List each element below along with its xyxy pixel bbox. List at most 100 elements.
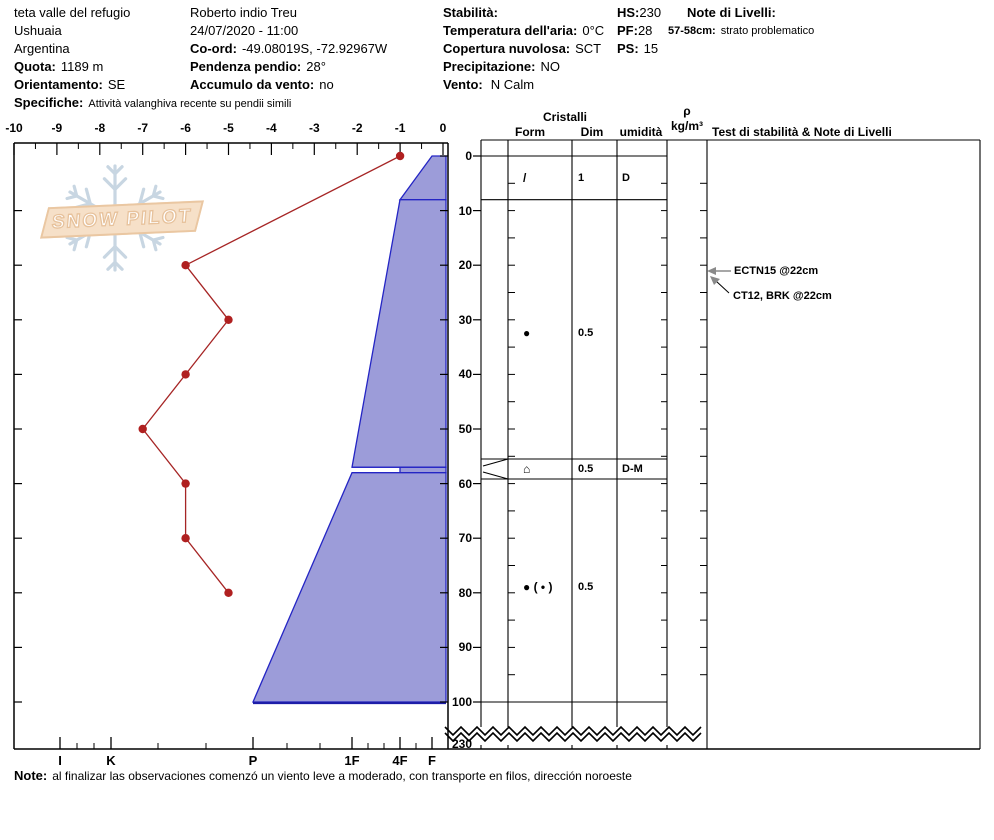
column-header-form: Form	[515, 125, 545, 139]
depth-break-zigzag	[444, 725, 702, 737]
elevation-row: Quota: 1189 m	[14, 58, 103, 76]
moisture-value: D	[622, 171, 630, 184]
temperature-point	[181, 370, 190, 379]
grain-form-symbol: ● ( • )	[523, 580, 553, 595]
depth-break-zigzag	[444, 731, 702, 743]
snowflake-line	[106, 260, 117, 271]
temperature-point	[395, 151, 405, 161]
depth-break-label: 230	[451, 737, 472, 751]
temp-tick-label: 0	[439, 121, 447, 135]
snowflake-line	[151, 235, 165, 242]
temperature-point	[224, 588, 233, 597]
flagged-layer-pointer	[482, 471, 509, 480]
stability-label: Stabilità:	[443, 5, 498, 20]
column-header-dim: Dim	[580, 125, 604, 139]
temperature-line	[141, 155, 401, 594]
coordinates-row: Co-ord: -49.08019S, -72.92967W	[190, 40, 387, 58]
wind-row: Vento: N Calm	[443, 76, 534, 94]
wind-loading-label: Accumulo da vento:	[190, 77, 315, 92]
slope-angle-label: Pendenza pendio:	[190, 59, 302, 74]
ct-arrow-head	[710, 276, 720, 285]
snowflake-line	[102, 244, 117, 259]
snowflake-line	[113, 165, 124, 176]
snowflake-line	[72, 238, 79, 252]
temp-tick-label: -9	[51, 121, 63, 135]
snowflake-line	[151, 194, 165, 201]
elevation-label: Quota:	[14, 59, 56, 74]
grain-size-value: 1	[578, 171, 585, 184]
column-header-stability-tests: Test di stabilità & Note di Livelli	[712, 125, 892, 139]
temp-tick-label: -2	[351, 121, 363, 135]
ps-label: PS:	[617, 41, 639, 56]
temp-tick-label: -1	[394, 121, 406, 135]
grain-form-symbol: ●	[523, 326, 531, 341]
hs-row: HS:230	[617, 4, 661, 22]
snowflake-line	[113, 244, 128, 259]
ect-arrow-head	[707, 267, 716, 275]
observer-name: Roberto indio Treu	[190, 5, 297, 20]
ct-arrow-line	[715, 280, 730, 294]
site-name: teta valle del refugio	[14, 5, 131, 20]
depth-tick-label: 100	[451, 695, 472, 709]
grain-form-symbol: ⌂	[523, 462, 531, 476]
snowflake-line	[113, 177, 128, 191]
depth-tick-label: 30	[458, 312, 472, 327]
stability-test-annotation-ct: CT12, BRK @22cm	[733, 290, 832, 302]
temperature-point	[181, 261, 190, 270]
snowflake-line	[84, 187, 92, 206]
depth-tick-label: 70	[458, 531, 472, 546]
snowflake-line	[151, 238, 158, 252]
column-header-umidita: umidità	[619, 125, 663, 139]
temp-tick-label: -3	[308, 121, 320, 135]
stability-row: Stabilità:	[443, 4, 503, 22]
elevation-value: 1189 m	[60, 59, 104, 74]
hardness-tick-label: F	[428, 753, 436, 768]
hardness-tick-label: P	[248, 753, 258, 768]
snowflake-line	[138, 230, 146, 249]
wind-loading-value: no	[319, 77, 334, 92]
wind-label: Vento:	[443, 77, 483, 92]
hs-value: 230	[639, 5, 662, 20]
depth-tick-label: 0	[465, 149, 472, 163]
precipitation-row: Precipitazione: NO	[443, 58, 560, 76]
snowflake-line	[102, 177, 117, 191]
stability-test-annotation-ect: ECTN15 @22cm	[734, 265, 819, 277]
temp-tick-label: -5	[223, 121, 234, 135]
depth-tick-label: 20	[458, 258, 472, 273]
slope-angle-value: 28°	[306, 59, 326, 74]
temp-tick-label: -7	[137, 121, 149, 135]
coordinates-value: -49.08019S, -72.92967W	[241, 41, 388, 56]
wind-loading-row: Accumulo da vento: no	[190, 76, 334, 94]
grain-size-value: 0.5	[578, 463, 594, 475]
depth-tick-label: 40	[458, 367, 472, 382]
temp-tick-label: -8	[94, 121, 106, 135]
temperature-point	[181, 479, 190, 488]
air-temp-label: Temperatura dell'aria:	[443, 23, 578, 38]
temperature-point	[138, 424, 147, 434]
footer-note-row: Note: al finalizar las observaciones come…	[14, 767, 632, 785]
pf-row: PF:28	[617, 22, 652, 40]
grain-size-value: 0.5	[578, 581, 594, 594]
site-country: Argentina	[14, 41, 70, 56]
site-region: Ushuaia	[14, 23, 62, 38]
hardness-tick-label: 1F	[344, 753, 360, 768]
depth-tick-label: 50	[458, 422, 472, 436]
snowpilot-logo: SNOW PILOT	[40, 160, 210, 295]
air-temp-value: 0°C	[582, 23, 605, 38]
air-temp-row: Temperatura dell'aria: 0°C	[443, 22, 604, 40]
precipitation-label: Precipitazione:	[443, 59, 536, 74]
snowflake-line	[113, 260, 124, 271]
column-header-density-units: kg/m³	[670, 119, 704, 133]
depth-tick-label: 10	[458, 203, 472, 218]
slope-angle-row: Pendenza pendio: 28°	[190, 58, 326, 76]
precipitation-value: NO	[540, 59, 560, 74]
aspect-row: Orientamento: SE	[14, 76, 125, 94]
specifics-label: Specifiche:	[14, 95, 84, 110]
level-note-depth: 57-58cm:	[668, 25, 716, 37]
hardness-tick-label: 4F	[392, 753, 408, 768]
wind-value: N Calm	[490, 77, 535, 92]
sky-cover-row: Copertura nuvolosa: SCT	[443, 40, 601, 58]
level-note-text: strato problematico	[720, 25, 815, 37]
